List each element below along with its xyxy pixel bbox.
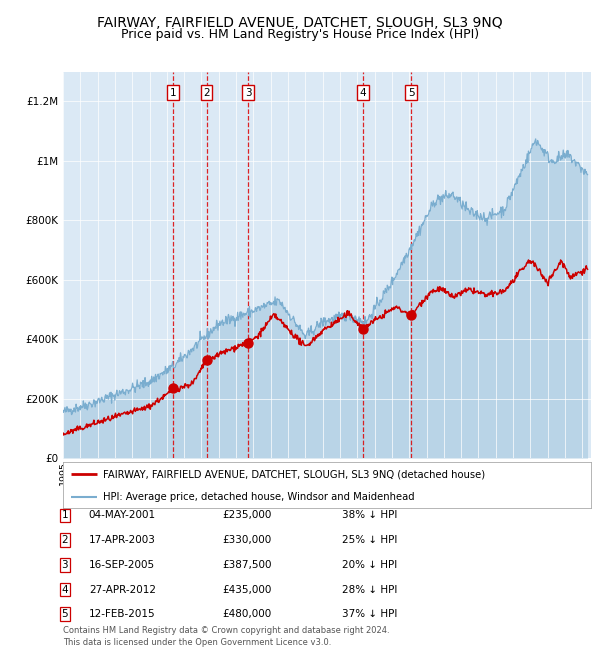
Text: 20% ↓ HPI: 20% ↓ HPI — [342, 560, 397, 570]
Text: 37% ↓ HPI: 37% ↓ HPI — [342, 609, 397, 619]
Text: 3: 3 — [61, 560, 68, 570]
Text: 4: 4 — [61, 584, 68, 595]
Text: 2: 2 — [61, 535, 68, 545]
Text: 38% ↓ HPI: 38% ↓ HPI — [342, 510, 397, 521]
Text: 16-SEP-2005: 16-SEP-2005 — [89, 560, 155, 570]
Text: 25% ↓ HPI: 25% ↓ HPI — [342, 535, 397, 545]
Text: £235,000: £235,000 — [222, 510, 271, 521]
Text: £435,000: £435,000 — [222, 584, 271, 595]
Text: 04-MAY-2001: 04-MAY-2001 — [89, 510, 156, 521]
Text: 12-FEB-2015: 12-FEB-2015 — [89, 609, 155, 619]
Text: 5: 5 — [408, 88, 415, 97]
Text: HPI: Average price, detached house, Windsor and Maidenhead: HPI: Average price, detached house, Wind… — [103, 491, 414, 502]
Text: 3: 3 — [245, 88, 252, 97]
Text: 4: 4 — [359, 88, 366, 97]
Text: Price paid vs. HM Land Registry's House Price Index (HPI): Price paid vs. HM Land Registry's House … — [121, 28, 479, 41]
Text: 1: 1 — [61, 510, 68, 521]
Text: 17-APR-2003: 17-APR-2003 — [89, 535, 155, 545]
Text: £480,000: £480,000 — [222, 609, 271, 619]
Text: Contains HM Land Registry data © Crown copyright and database right 2024.
This d: Contains HM Land Registry data © Crown c… — [63, 626, 389, 647]
Text: £330,000: £330,000 — [222, 535, 271, 545]
Text: FAIRWAY, FAIRFIELD AVENUE, DATCHET, SLOUGH, SL3 9NQ (detached house): FAIRWAY, FAIRFIELD AVENUE, DATCHET, SLOU… — [103, 469, 485, 479]
Text: £387,500: £387,500 — [222, 560, 271, 570]
Text: 27-APR-2012: 27-APR-2012 — [89, 584, 156, 595]
Text: 1: 1 — [170, 88, 176, 97]
Text: 28% ↓ HPI: 28% ↓ HPI — [342, 584, 397, 595]
Text: 5: 5 — [61, 609, 68, 619]
Text: 2: 2 — [203, 88, 210, 97]
Text: FAIRWAY, FAIRFIELD AVENUE, DATCHET, SLOUGH, SL3 9NQ: FAIRWAY, FAIRFIELD AVENUE, DATCHET, SLOU… — [97, 16, 503, 31]
